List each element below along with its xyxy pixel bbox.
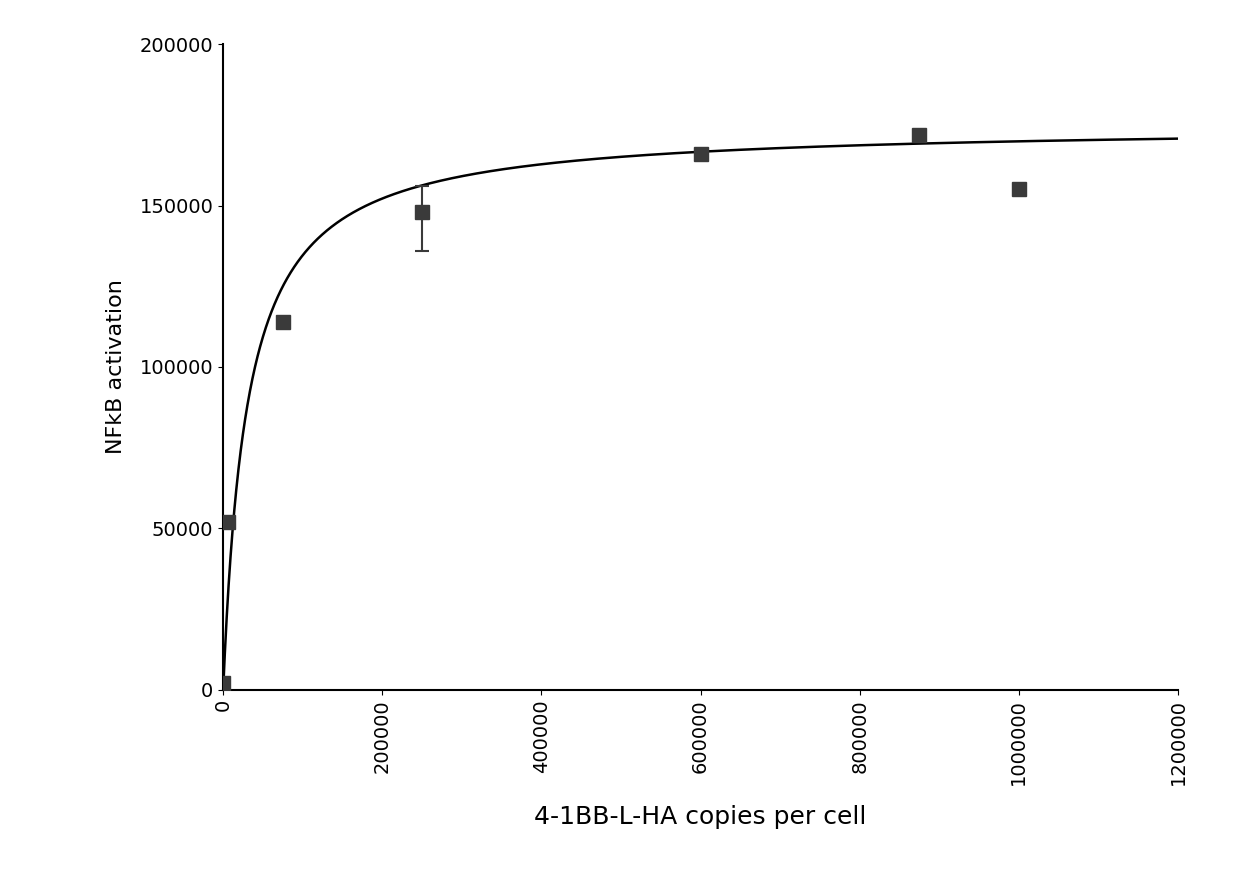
Y-axis label: NFkB activation: NFkB activation — [105, 279, 125, 454]
X-axis label: 4-1BB-L-HA copies per cell: 4-1BB-L-HA copies per cell — [534, 804, 867, 828]
